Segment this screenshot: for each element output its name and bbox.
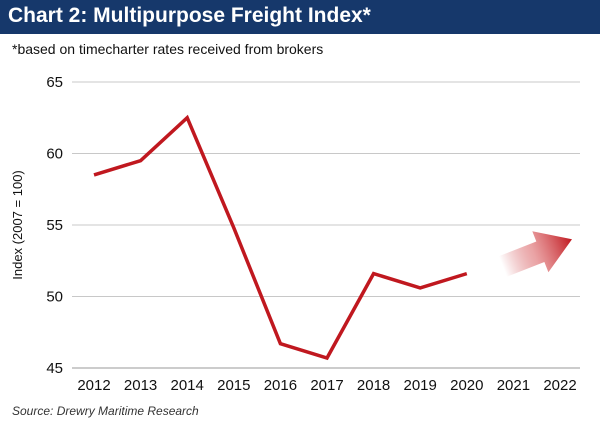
chart-title: Chart 2: Multipurpose Freight Index* [8,4,371,27]
x-tick-label: 2013 [124,377,157,394]
x-tick-label: 2016 [264,377,297,394]
x-tick-label: 2022 [543,377,576,394]
series-layer [93,114,468,361]
x-tick-label: 2014 [171,377,204,394]
y-axis-label: Index (2007 = 100) [10,170,25,280]
x-tick-label: 2020 [450,377,483,394]
annotation-layer [498,231,573,277]
trend-arrow [498,231,573,277]
y-tick-label: 45 [46,360,63,377]
x-tick-label: 2018 [357,377,390,394]
title-banner: Chart 2: Multipurpose Freight Index* [0,0,600,34]
y-tick-label: 65 [46,74,63,91]
x-tick-label: 2012 [77,377,110,394]
y-tick-label: 55 [46,217,63,234]
chart-subtitle: *based on timecharter rates received fro… [12,41,324,57]
y-tick-label: 50 [46,289,63,306]
y-tick-label: 60 [46,146,63,163]
x-tick-label: 2021 [497,377,530,394]
x-tick-label: 2019 [404,377,437,394]
gridlines [72,81,580,369]
y-axis-ticks: 65 60 55 50 45 [46,74,63,377]
x-tick-label: 2017 [310,377,343,394]
x-tick-label: 2015 [217,377,250,394]
x-axis-ticks: 2012 2013 2014 2015 2016 2017 2018 2019 2020 2021… [77,377,576,394]
source-note: Source: Drewry Maritime Research [12,404,199,418]
